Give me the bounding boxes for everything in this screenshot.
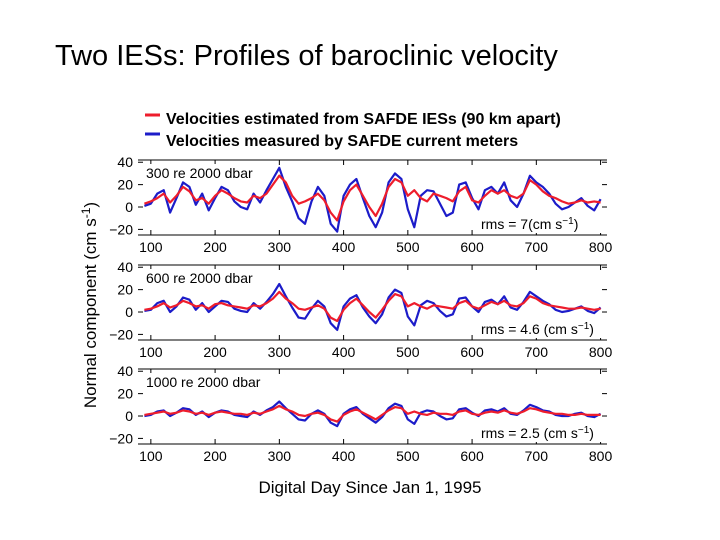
x-tick-label: 200 xyxy=(203,239,227,255)
x-tick-label: 400 xyxy=(332,344,356,360)
x-tick-label: 500 xyxy=(396,239,420,255)
x-tick-label: 300 xyxy=(268,239,292,255)
y-axis-label-text: Normal component (cm s xyxy=(81,218,100,408)
y-tick-label: 20 xyxy=(117,282,133,298)
panel-label-background xyxy=(143,269,265,286)
x-tick-label: 100 xyxy=(139,344,163,360)
y-tick-label: 20 xyxy=(117,177,133,193)
rms-text: rms = 2.5 (cm s xyxy=(481,425,578,441)
rms-background xyxy=(478,215,612,233)
rms-text: rms = 7(cm s xyxy=(481,216,562,232)
x-tick-label: 600 xyxy=(460,344,484,360)
y-tick-label: −20 xyxy=(109,430,133,446)
y-tick-label: 0 xyxy=(125,408,133,424)
series-line-estimated xyxy=(144,404,601,423)
rms-close: ) xyxy=(589,321,594,337)
rms-close: ) xyxy=(574,216,579,232)
x-tick-label: 500 xyxy=(396,448,420,464)
rms-sup: −1 xyxy=(578,425,590,436)
x-tick-label: 600 xyxy=(460,448,484,464)
y-tick-label: −20 xyxy=(109,221,133,237)
x-tick-label: 200 xyxy=(203,344,227,360)
y-tick-label: 40 xyxy=(117,154,133,170)
y-tick-label: 20 xyxy=(117,386,133,402)
rms-background xyxy=(478,424,612,442)
panel-label-background xyxy=(143,373,265,390)
y-tick-label: −20 xyxy=(109,326,133,342)
x-tick-label: 400 xyxy=(332,448,356,464)
rms-sup: −1 xyxy=(578,321,590,332)
rms-text: rms = 4.6 (cm s xyxy=(481,321,578,337)
rms-sup: −1 xyxy=(562,216,574,227)
slide-title: Two IESs: Profiles of baroclinic velocit… xyxy=(55,40,558,72)
y-tick-label: 40 xyxy=(117,363,133,379)
y-tick-label: 0 xyxy=(125,199,133,215)
series-line-estimated xyxy=(144,174,601,222)
x-axis-label: Digital Day Since Jan 1, 1995 xyxy=(258,478,481,497)
y-axis-label-sup: -1 xyxy=(79,207,93,218)
rms-annotation: rms = 2.5 (cm s−1) xyxy=(481,425,594,441)
rms-annotation: rms = 4.6 (cm s−1) xyxy=(481,321,594,337)
x-tick-label: 800 xyxy=(589,239,613,255)
y-axis-label-close: ) xyxy=(81,202,100,208)
rms-annotation: rms = 7(cm s−1) xyxy=(481,216,578,232)
x-tick-label: 800 xyxy=(589,448,613,464)
rms-background xyxy=(478,320,612,338)
legend: Velocities estimated from SAFDE IESs (90… xyxy=(145,111,561,150)
panel-label: 300 re 2000 dbar xyxy=(146,165,253,181)
x-tick-label: 400 xyxy=(332,239,356,255)
y-axis-label: Normal component (cm s-1) xyxy=(79,202,100,408)
series-line-measured xyxy=(144,282,602,331)
x-tick-label: 300 xyxy=(268,344,292,360)
x-tick-label: 700 xyxy=(525,344,549,360)
x-tick-label: 700 xyxy=(525,239,549,255)
series-line-estimated xyxy=(144,290,601,323)
x-tick-label: 800 xyxy=(589,344,613,360)
x-tick-label: 600 xyxy=(460,239,484,255)
rms-close: ) xyxy=(589,425,594,441)
y-tick-label: 40 xyxy=(117,259,133,275)
x-tick-label: 700 xyxy=(525,448,549,464)
x-tick-label: 200 xyxy=(203,448,227,464)
legend-label-measured: Velocities measured by SAFDE current met… xyxy=(166,133,518,150)
panel-label-background xyxy=(143,164,265,181)
y-tick-label: 0 xyxy=(125,304,133,320)
x-tick-label: 100 xyxy=(139,239,163,255)
panel-label: 600 re 2000 dbar xyxy=(146,270,253,286)
x-tick-label: 300 xyxy=(268,448,292,464)
panel-label: 1000 re 2000 dbar xyxy=(146,374,261,390)
x-tick-label: 100 xyxy=(139,448,163,464)
legend-label-estimated: Velocities estimated from SAFDE IESs (90… xyxy=(166,111,561,128)
x-tick-label: 500 xyxy=(396,344,420,360)
